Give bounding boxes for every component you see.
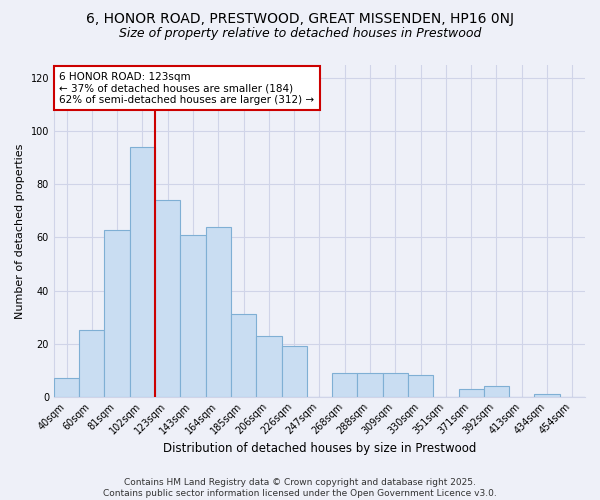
Text: Contains HM Land Registry data © Crown copyright and database right 2025.
Contai: Contains HM Land Registry data © Crown c… [103, 478, 497, 498]
Bar [79, 330, 104, 396]
Bar [484, 386, 509, 396]
Bar [231, 314, 256, 396]
Bar [181, 235, 206, 396]
Bar [281, 346, 307, 397]
Bar [458, 388, 484, 396]
Bar [535, 394, 560, 396]
Bar [383, 373, 408, 396]
Y-axis label: Number of detached properties: Number of detached properties [15, 143, 25, 318]
Text: Size of property relative to detached houses in Prestwood: Size of property relative to detached ho… [119, 28, 481, 40]
Bar [408, 376, 433, 396]
Bar [54, 378, 79, 396]
Bar [130, 148, 155, 396]
Text: 6 HONOR ROAD: 123sqm
← 37% of detached houses are smaller (184)
62% of semi-deta: 6 HONOR ROAD: 123sqm ← 37% of detached h… [59, 72, 314, 105]
Bar [332, 373, 358, 396]
Bar [155, 200, 181, 396]
X-axis label: Distribution of detached houses by size in Prestwood: Distribution of detached houses by size … [163, 442, 476, 455]
Text: 6, HONOR ROAD, PRESTWOOD, GREAT MISSENDEN, HP16 0NJ: 6, HONOR ROAD, PRESTWOOD, GREAT MISSENDE… [86, 12, 514, 26]
Bar [206, 227, 231, 396]
Bar [358, 373, 383, 396]
Bar [104, 230, 130, 396]
Bar [256, 336, 281, 396]
